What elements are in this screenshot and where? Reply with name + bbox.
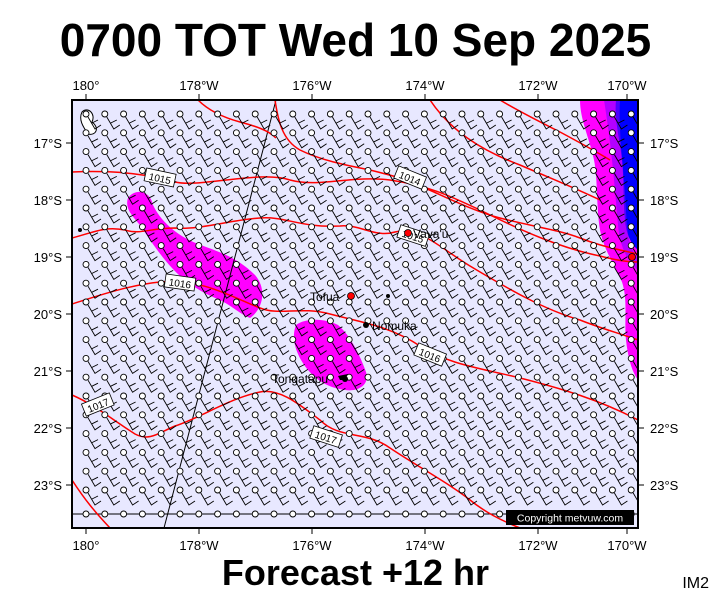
place-label-nomuka: Nomuka (372, 319, 417, 333)
place-marker-nomuka (363, 322, 369, 328)
isobar-5 (72, 479, 111, 528)
lat-label-right: 19°S (650, 250, 679, 265)
lat-label-left: 19°S (34, 250, 63, 265)
copyright-text: Copyright metvuw.com (517, 513, 623, 525)
land-lau-islands (78, 228, 82, 232)
lat-label-left: 21°S (34, 364, 63, 379)
lat-label-right: 17°S (650, 136, 679, 151)
lon-label-top: 178°W (179, 78, 219, 93)
lon-label-top: 180° (73, 78, 100, 93)
lon-label-top: 172°W (518, 78, 558, 93)
lon-label-bottom: 176°W (292, 538, 332, 553)
lon-label-top: 176°W (292, 78, 332, 93)
lat-label-left: 20°S (34, 307, 63, 322)
lat-label-right: 20°S (650, 307, 679, 322)
forecast-label: Forecast +12 hr (221, 552, 490, 593)
lat-label-left: 17°S (34, 136, 63, 151)
lat-label-right: 18°S (650, 193, 679, 208)
lon-label-bottom: 174°W (405, 538, 445, 553)
lon-label-bottom: 172°W (518, 538, 558, 553)
place-label-tofua: Tofua (310, 290, 340, 304)
isobar-9 (197, 100, 277, 139)
place-marker-vavau (404, 229, 412, 237)
lon-label-top: 174°W (405, 78, 445, 93)
copyright-box (506, 510, 634, 525)
lon-label-bottom: 170°W (607, 538, 647, 553)
lon-label-bottom: 180° (73, 538, 100, 553)
svg-text:1015: 1015 (148, 172, 172, 187)
place-label-tongatapu: Tongatapu (272, 372, 328, 386)
lat-label-left: 18°S (34, 193, 63, 208)
rain-area-east-heavy (615, 100, 638, 250)
svg-text:1016: 1016 (168, 277, 192, 291)
lat-label-left: 22°S (34, 421, 63, 436)
isobar-label: 1016 (163, 273, 197, 292)
map-title: 0700 TOT Wed 10 Sep 2025 (59, 14, 652, 66)
lat-label-right: 21°S (650, 364, 679, 379)
image-code: IM2 (682, 575, 709, 592)
isobar-label: 1015 (143, 167, 177, 188)
lon-label-bottom: 178°W (179, 538, 219, 553)
wind-barbs (82, 110, 638, 518)
place-labels: Vava'u Tofua Nomuka Tongatapu (272, 227, 448, 386)
lon-label-top: 170°W (607, 78, 647, 93)
place-markers (342, 229, 636, 382)
lat-label-right: 22°S (650, 421, 679, 436)
lat-label-right: 23°S (650, 478, 679, 493)
place-marker-tongatapu (342, 376, 348, 382)
map-background (72, 100, 638, 528)
place-label-vavau: Vava'u (413, 227, 448, 241)
axis-ticks: 180° 180° 178°W 178°W 176°W 176°W 174°W 174°W 17… (34, 78, 679, 553)
place-marker-tofua (347, 292, 355, 300)
isobar-2 (72, 217, 638, 341)
lat-label-left: 23°S (34, 478, 63, 493)
place-marker-niue (628, 253, 636, 261)
land-haapai (386, 294, 390, 298)
